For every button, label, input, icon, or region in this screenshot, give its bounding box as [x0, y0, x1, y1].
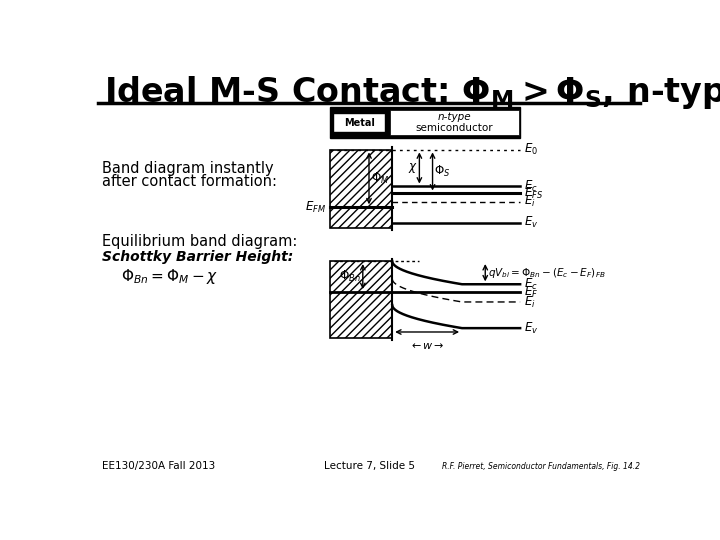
Text: EE130/230A Fall 2013: EE130/230A Fall 2013 [102, 461, 215, 471]
Text: R.F. Pierret, Semiconductor Fundamentals, Fig. 14.2: R.F. Pierret, Semiconductor Fundamentals… [442, 462, 640, 471]
Text: $E_c$: $E_c$ [524, 276, 538, 292]
Text: $\Phi_{Bn}$: $\Phi_{Bn}$ [339, 269, 361, 284]
Text: $E_F$: $E_F$ [524, 285, 539, 300]
Text: semiconductor: semiconductor [415, 123, 493, 133]
Text: $E_c$: $E_c$ [524, 179, 538, 194]
Bar [330, 107, 520, 138]
Text: $E_v$: $E_v$ [524, 321, 539, 336]
Text: Ideal M-S Contact: $\mathbf{\Phi_M}$$\mathbf{>}$$\mathbf{\Phi_S}$, n-type: Ideal M-S Contact: $\mathbf{\Phi_M}$$\ma… [104, 74, 720, 111]
Text: $\Phi_{Bn} = \Phi_M - \chi$: $\Phi_{Bn} = \Phi_M - \chi$ [121, 267, 218, 286]
Text: $E_0$: $E_0$ [524, 142, 538, 157]
Text: after contact formation:: after contact formation: [102, 174, 276, 189]
Text: $E_{FS}$: $E_{FS}$ [524, 186, 543, 201]
Text: $\chi$: $\chi$ [408, 161, 418, 175]
Text: Lecture 7, Slide 5: Lecture 7, Slide 5 [323, 461, 415, 471]
Text: $\Phi_M$: $\Phi_M$ [372, 171, 390, 186]
Text: Metal: Metal [344, 118, 374, 127]
Text: $E_i$: $E_i$ [524, 294, 536, 309]
Text: Band diagram instantly: Band diagram instantly [102, 161, 274, 176]
Text: $\Phi_S$: $\Phi_S$ [434, 164, 451, 179]
Text: $E_v$: $E_v$ [524, 215, 539, 230]
Text: $\leftarrow w \rightarrow$: $\leftarrow w \rightarrow$ [409, 341, 445, 351]
Bar [390, 110, 518, 135]
Text: $qV_{bi} = \Phi_{Bn} - (E_c - E_F)_{FB}$: $qV_{bi} = \Phi_{Bn} - (E_c - E_F)_{FB}$ [488, 266, 606, 280]
Text: Schottky Barrier Height:: Schottky Barrier Height: [102, 249, 293, 264]
Text: $E_{FM}$: $E_{FM}$ [305, 200, 326, 215]
Bar [333, 113, 385, 132]
Text: $E_i$: $E_i$ [524, 194, 536, 210]
Bar [330, 261, 392, 338]
Text: n-type: n-type [438, 112, 471, 122]
Text: Equilibrium band diagram:: Equilibrium band diagram: [102, 234, 297, 249]
Bar [330, 150, 392, 228]
